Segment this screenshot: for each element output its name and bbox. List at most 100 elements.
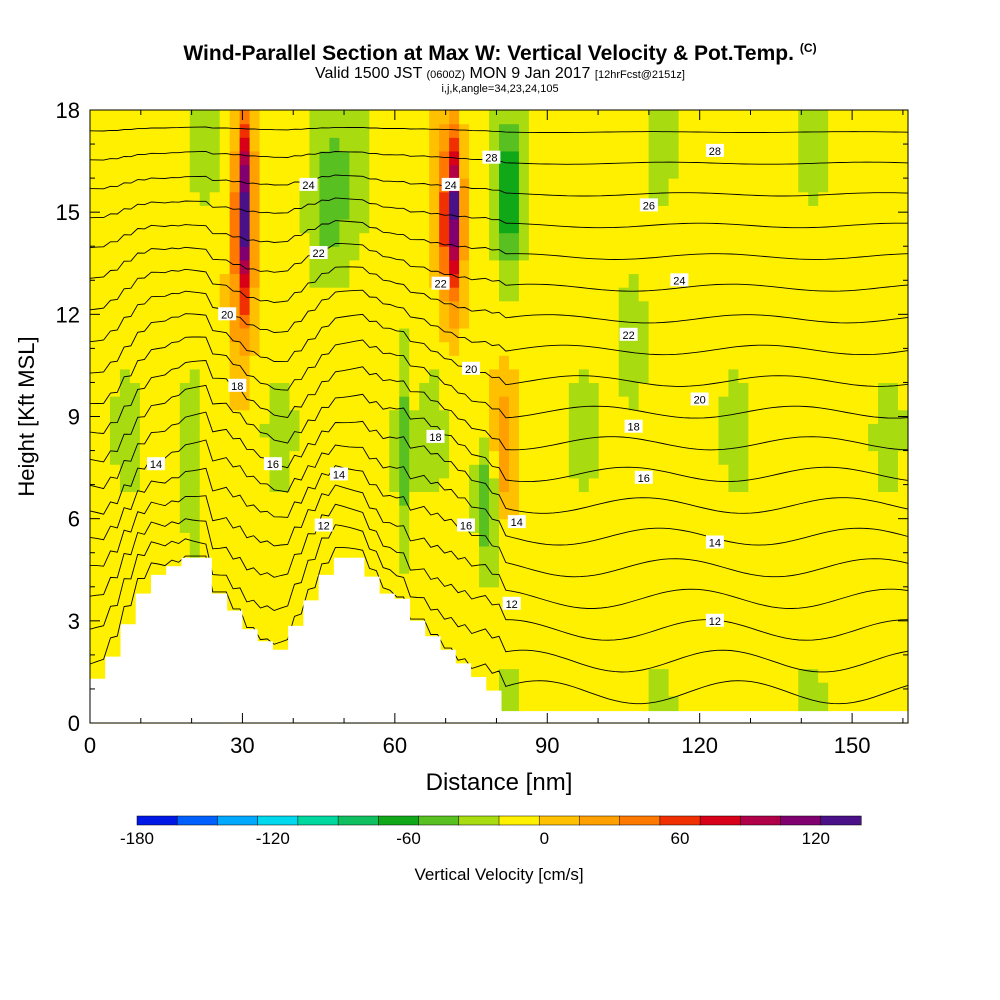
w-cell: [788, 396, 799, 411]
w-cell: [479, 396, 490, 411]
w-cell: [638, 518, 650, 533]
w-cell: [518, 164, 530, 179]
w-cell: [648, 218, 660, 234]
colorbar-swatch: [699, 815, 741, 826]
w-cell: [808, 668, 819, 683]
w-cell: [249, 368, 261, 384]
w-cell: [728, 246, 740, 261]
w-cell: [768, 246, 779, 261]
w-cell: [758, 178, 769, 193]
w-cell: [798, 518, 809, 533]
w-cell: [279, 573, 291, 588]
theta-label-box: [670, 273, 689, 287]
w-cell: [518, 273, 530, 288]
w-cell: [319, 436, 331, 452]
w-cell: [898, 259, 909, 275]
w-cell: [548, 682, 560, 697]
w-cell: [139, 409, 151, 424]
w-cell: [628, 409, 640, 424]
w-cell: [638, 368, 650, 384]
w-cell: [169, 164, 181, 179]
w-cell: [518, 191, 530, 206]
w-cell: [389, 355, 400, 370]
w-cell: [139, 341, 151, 356]
chart-title-text: Wind-Parallel Section at Max W: Vertical…: [183, 42, 794, 65]
w-cell: [808, 287, 819, 302]
w-cell: [698, 287, 710, 302]
w-cell: [538, 695, 550, 710]
w-cell: [219, 545, 231, 561]
w-cell: [499, 368, 510, 384]
w-cell: [409, 287, 420, 302]
w-cell: [588, 355, 600, 370]
w-cell: [808, 110, 819, 125]
w-cell: [279, 464, 291, 479]
w-cell: [179, 259, 191, 275]
w-cell: [558, 682, 570, 697]
w-cell: [239, 450, 251, 465]
w-cell: [99, 314, 111, 329]
w-cell: [738, 614, 749, 629]
w-cell: [868, 137, 879, 152]
w-cell: [249, 341, 261, 356]
w-cell: [898, 191, 909, 206]
w-cell: [289, 300, 301, 315]
w-cell: [429, 218, 440, 234]
w-cell: [359, 341, 370, 356]
w-cell: [558, 450, 570, 465]
w-cell: [628, 641, 640, 656]
w-cell: [369, 218, 380, 234]
w-cell: [808, 627, 819, 642]
w-cell: [598, 396, 610, 411]
w-cell: [129, 505, 141, 520]
w-cell: [658, 218, 670, 234]
w-cell: [718, 600, 730, 615]
w-cell: [239, 259, 251, 275]
w-cell: [449, 232, 460, 247]
w-cell: [339, 314, 350, 329]
w-cell: [409, 382, 420, 397]
w-cell: [289, 110, 301, 125]
w-cell: [578, 409, 590, 424]
w-cell: [598, 205, 610, 220]
theta-label-text: 16: [638, 473, 650, 485]
w-cell: [698, 327, 710, 343]
w-cell: [339, 232, 350, 247]
w-cell: [658, 682, 670, 697]
theta-contour: [89, 220, 909, 260]
w-cell: [628, 477, 640, 493]
w-cell: [349, 477, 360, 493]
w-cell: [409, 545, 420, 561]
w-cell: [708, 205, 720, 220]
w-cell: [469, 396, 480, 411]
w-cell: [379, 450, 390, 465]
w-cell: [439, 110, 450, 125]
w-cell: [518, 150, 530, 166]
w-cell: [479, 477, 490, 493]
w-cell: [528, 287, 540, 302]
w-cell: [578, 695, 590, 710]
w-cell: [169, 423, 181, 438]
w-cell: [578, 327, 590, 343]
w-cell: [718, 682, 730, 697]
w-cell: [119, 600, 131, 615]
w-cell: [199, 259, 211, 275]
w-cell: [648, 545, 660, 561]
w-cell: [698, 382, 710, 397]
w-cell: [479, 409, 490, 424]
theta-label-box: [309, 246, 328, 259]
w-cell: [239, 586, 251, 601]
w-cell: [808, 300, 819, 315]
w-cell: [688, 287, 700, 302]
w-cell: [319, 505, 331, 520]
w-cell: [888, 382, 899, 397]
w-cell: [329, 450, 340, 465]
w-cell: [289, 150, 301, 166]
w-cell: [568, 287, 580, 302]
w-cell: [638, 273, 650, 288]
subtitle-forecast-info: [12hrFcst@2151z]: [594, 69, 685, 81]
w-cell: [738, 110, 749, 125]
w-cell: [818, 450, 829, 465]
theta-contour: [89, 197, 908, 229]
w-cell: [868, 505, 879, 520]
